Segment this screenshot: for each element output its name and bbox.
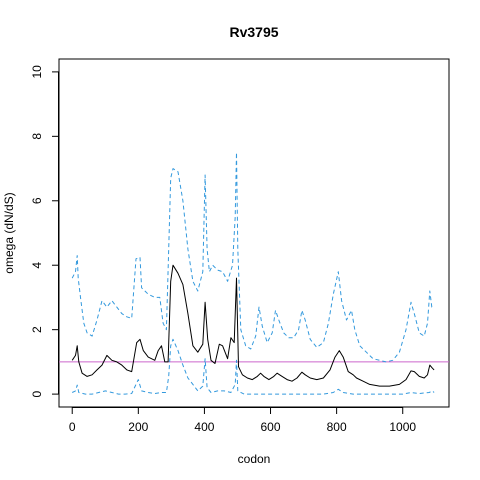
- x-axis: 0 200 400 600 800 1000: [69, 407, 416, 434]
- x-tick-label: 0: [69, 420, 76, 434]
- x-tick-label: 200: [128, 420, 148, 434]
- y-tick-label: 2: [30, 326, 44, 333]
- y-tick-label: 0: [30, 390, 44, 397]
- y-axis-label: omega (dN/dS): [2, 192, 16, 273]
- y-tick-label: 8: [30, 133, 44, 140]
- x-axis-label: codon: [238, 452, 271, 466]
- y-tick-label: 10: [30, 65, 44, 79]
- x-tick-label: 400: [194, 420, 214, 434]
- x-tick-label: 1000: [389, 420, 416, 434]
- upper-line: [71, 151, 435, 363]
- y-axis: 0 2 4 6 8 10: [30, 65, 59, 397]
- lower-line: [71, 338, 435, 395]
- plot-frame: [58, 58, 450, 408]
- y-tick-label: 6: [30, 197, 44, 204]
- y-tick-label: 4: [30, 262, 44, 269]
- x-tick-label: 800: [327, 420, 347, 434]
- x-tick-label: 600: [261, 420, 281, 434]
- series-layer: [71, 151, 435, 395]
- chart-title: Rv3795: [229, 24, 278, 40]
- estimate-line: [71, 264, 435, 387]
